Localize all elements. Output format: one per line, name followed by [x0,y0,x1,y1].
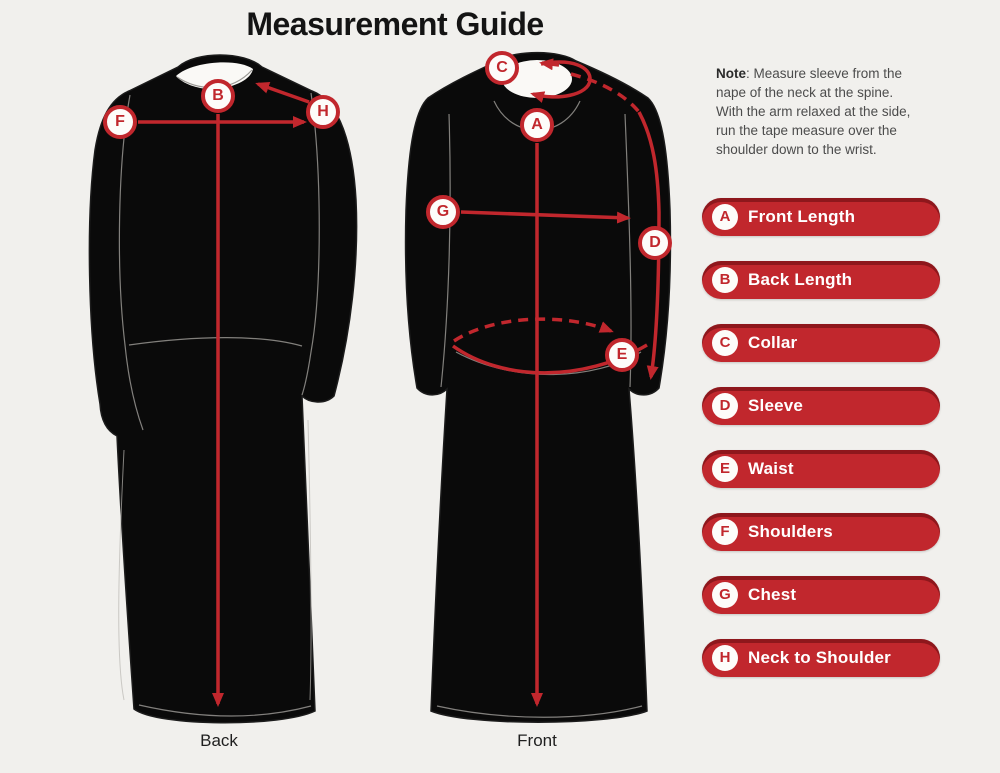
back-collar-opening [176,62,253,90]
legend-pill-front-length[interactable]: A Front Length [702,198,940,236]
legend-label-front-length: Front Length [748,207,856,226]
back-garment-silhouette [88,54,358,724]
legend-badge-g: G [712,582,738,608]
front-view-label: Front [517,731,557,750]
marker-collar: C [485,51,519,85]
marker-waist: E [605,338,639,372]
front-measurement-lines [451,58,661,707]
legend-label-back-length: Back Length [748,270,853,289]
legend-label-chest: Chest [748,585,797,604]
legend-pill-sleeve[interactable]: D Sleeve [702,387,940,425]
marker-back-length: B [201,79,235,113]
marker-neck-to-shoulder: H [306,95,340,129]
legend-pill-collar[interactable]: C Collar [702,324,940,362]
legend-pill-shoulders[interactable]: F Shoulders [702,513,940,551]
legend-label-collar: Collar [748,333,798,352]
legend-badge-d: D [712,393,738,419]
legend-badge-e: E [712,456,738,482]
marker-shoulders: F [103,105,137,139]
marker-front-length: A [520,108,554,142]
chest-arrow [460,210,631,224]
legend-label-neck-to-shoulder: Neck to Shoulder [748,648,892,667]
legend-label-sleeve: Sleeve [748,396,804,415]
legend-pill-neck-to-shoulder[interactable]: H Neck to Shoulder [702,639,940,677]
note-label: Note [716,66,746,81]
back-garment-seams [118,69,320,717]
legend-badge-c: C [712,330,738,356]
neck-to-shoulder-arrow [255,82,310,104]
legend-label-shoulders: Shoulders [748,522,833,541]
legend-badge-a: A [712,204,738,230]
back-measurement-lines [138,82,310,707]
collar-loop-top-arrow [539,58,560,71]
marker-chest: G [426,195,460,229]
measurement-legend: A Front Length B Back Length C Collar D … [702,198,940,677]
sleeve-arrow [637,111,661,380]
sleeve-note: Note: Measure sleeve from the nape of th… [716,65,921,159]
legend-badge-b: B [712,267,738,293]
page-title: Measurement Guide [246,6,544,42]
legend-pill-waist[interactable]: E Waist [702,450,940,488]
sleeve-line-dashed [570,72,641,114]
waist-arc-dashed [453,317,614,343]
legend-label-waist: Waist [748,459,794,478]
back-garment-edge-highlights [118,419,312,701]
marker-sleeve: D [638,226,672,260]
back-view-label: Back [200,731,238,750]
note-body: : Measure sleeve from the nape of the ne… [716,66,911,157]
front-collar-opening [502,60,572,98]
legend-badge-h: H [712,645,738,671]
legend-badge-f: F [712,519,738,545]
legend-pill-chest[interactable]: G Chest [702,576,940,614]
legend-pill-back-length[interactable]: B Back Length [702,261,940,299]
